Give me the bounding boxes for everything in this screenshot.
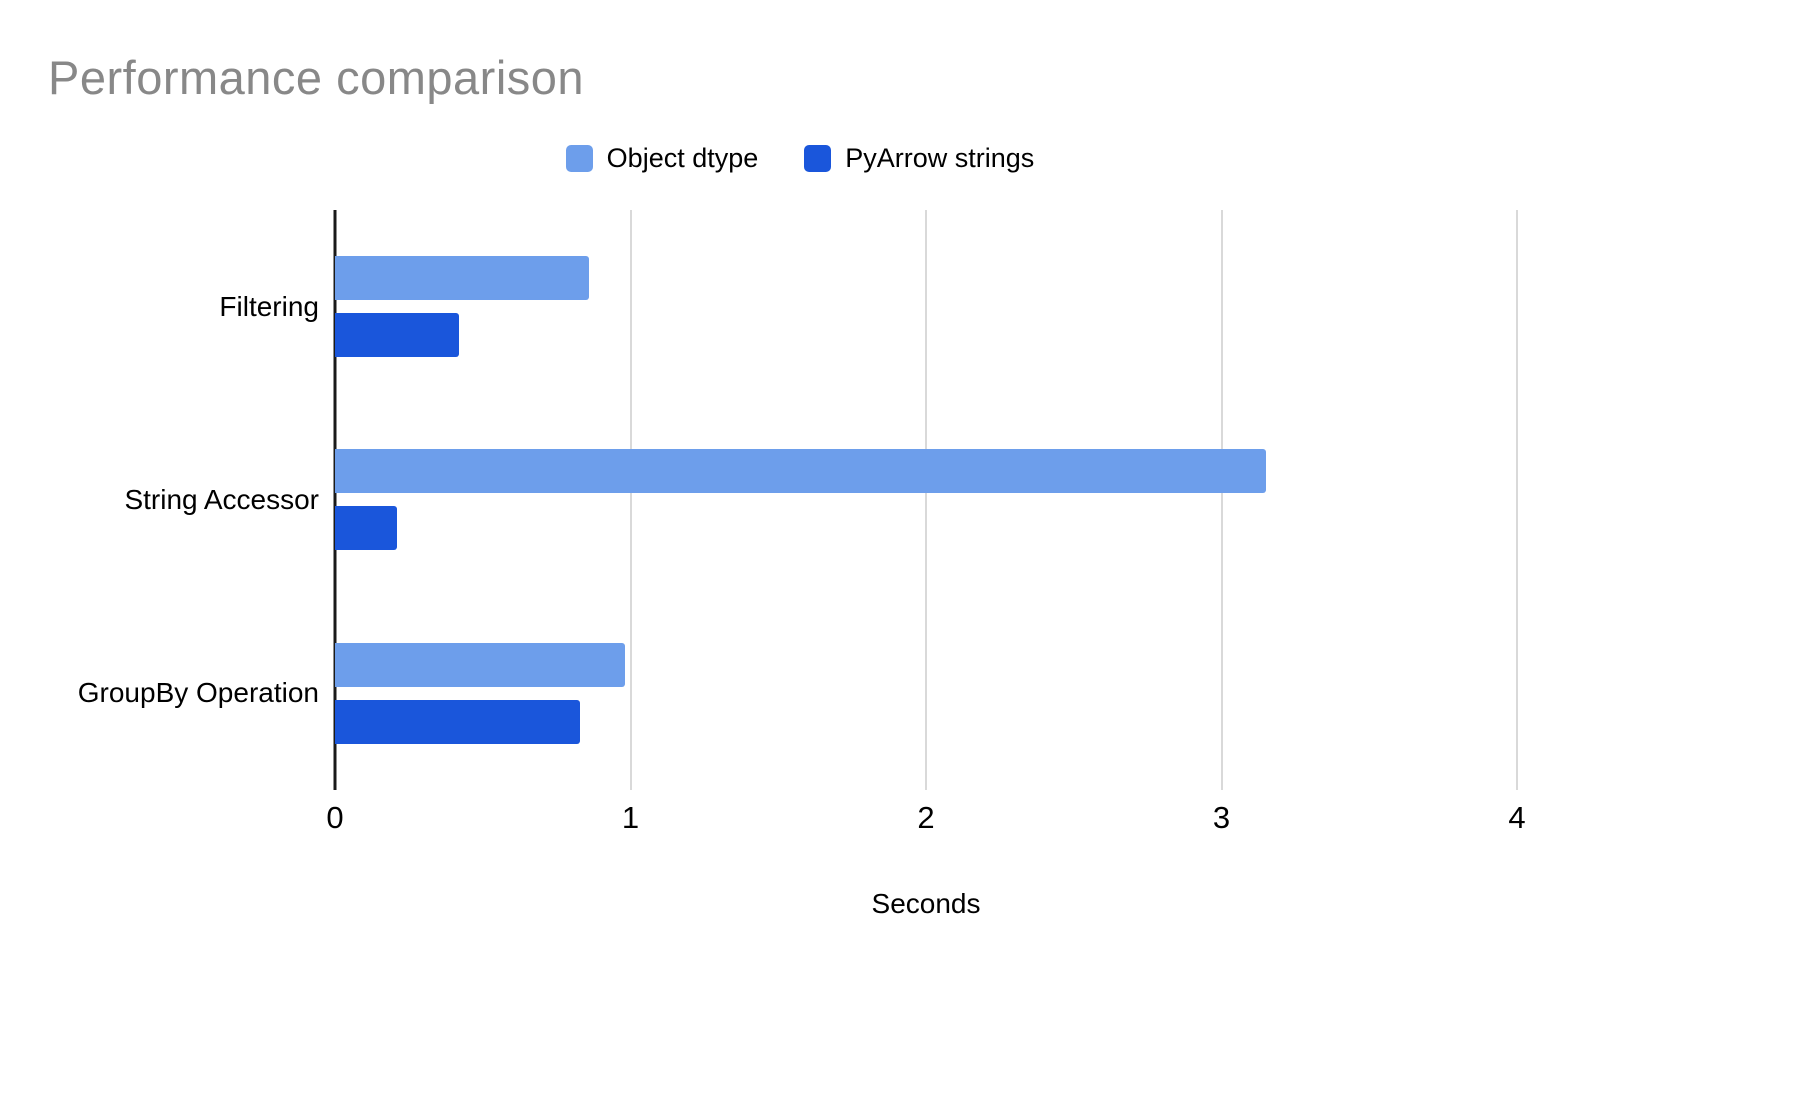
x-tick-label: 4 bbox=[1508, 800, 1526, 835]
category-label-filtering: Filtering bbox=[219, 290, 319, 322]
legend-swatch-icon bbox=[565, 145, 593, 172]
bar-object-dtype bbox=[335, 642, 625, 687]
gridline bbox=[1516, 210, 1518, 790]
bar-object-dtype bbox=[335, 449, 1266, 494]
bar-pyarrow-strings bbox=[335, 506, 398, 551]
chart-title: Performance comparison bbox=[48, 51, 585, 104]
bar-pyarrow-strings bbox=[335, 699, 581, 744]
legend-item-object-dtype: Object dtype bbox=[565, 143, 759, 174]
legend-swatch-icon bbox=[804, 145, 832, 172]
legend-label: PyArrow strings bbox=[845, 143, 1035, 173]
x-axis-ticks: 0 1 2 3 4 bbox=[326, 800, 1525, 850]
x-tick-label: 3 bbox=[1212, 800, 1231, 835]
category-label-groupby-operation: GroupBy Operation bbox=[77, 677, 319, 709]
x-axis-title: Seconds bbox=[871, 888, 981, 919]
x-tick-label: 2 bbox=[917, 800, 935, 835]
bar-pyarrow-strings bbox=[335, 313, 460, 358]
gridline bbox=[925, 210, 927, 790]
x-tick-label: 1 bbox=[621, 800, 640, 835]
legend-item-pyarrow-strings: PyArrow strings bbox=[804, 143, 1034, 174]
category-axis: Filtering String Accessor GroupBy Operatio… bbox=[0, 210, 319, 790]
category-group-string-accessor bbox=[335, 403, 1517, 596]
legend: Object dtype PyArrow strings bbox=[0, 143, 1600, 174]
category-label-string-accessor: String Accessor bbox=[124, 483, 319, 515]
y-axis-line bbox=[333, 210, 337, 790]
bar-object-dtype bbox=[335, 256, 590, 301]
category-group-filtering bbox=[335, 210, 1517, 403]
legend-label: Object dtype bbox=[606, 143, 759, 173]
gridline bbox=[629, 210, 632, 790]
plot-area bbox=[333, 210, 1518, 790]
gridline bbox=[1220, 210, 1223, 790]
x-tick-label: 0 bbox=[326, 800, 344, 835]
bars-area bbox=[335, 210, 1517, 790]
category-group-groupby-operation bbox=[335, 597, 1517, 790]
